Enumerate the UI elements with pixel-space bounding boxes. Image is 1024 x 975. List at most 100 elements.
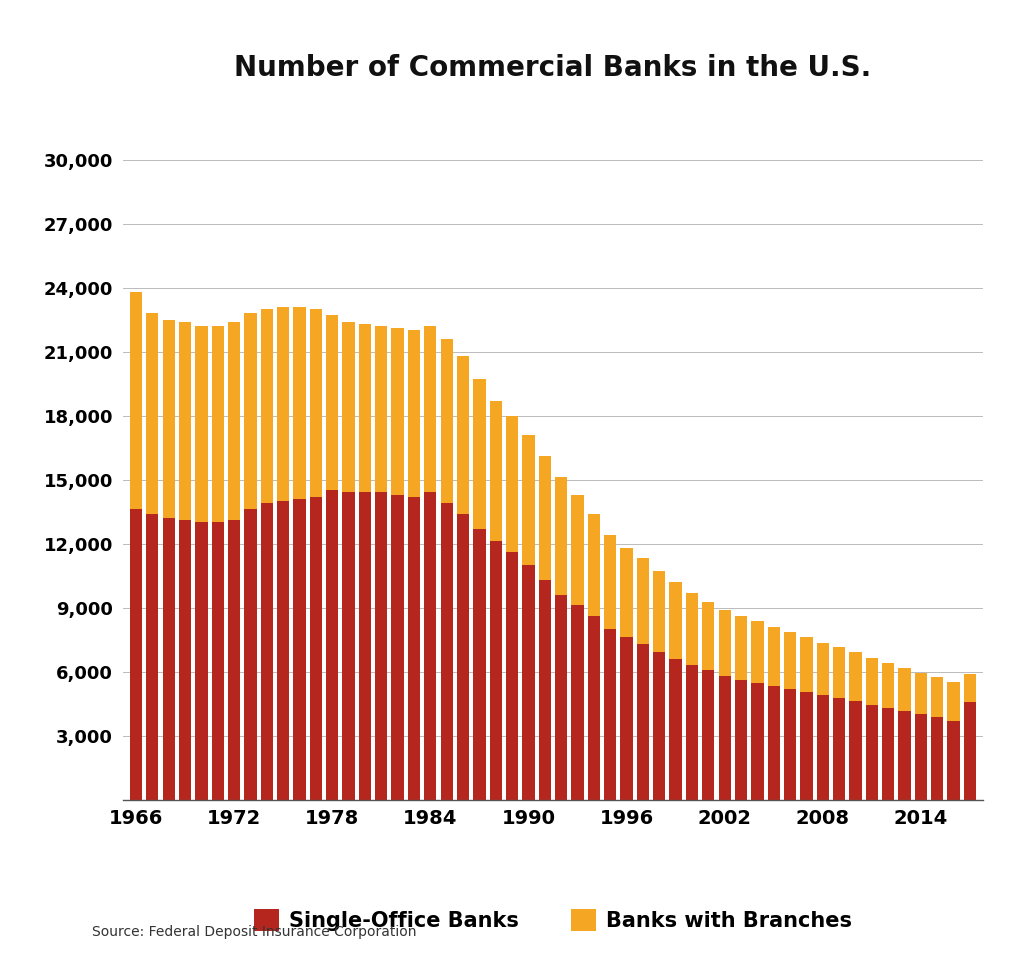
Bar: [342, 492, 354, 800]
Bar: [196, 326, 208, 523]
Bar: [588, 514, 600, 616]
Bar: [947, 682, 959, 721]
Bar: [865, 658, 878, 705]
Bar: [865, 705, 878, 799]
Bar: [179, 322, 191, 520]
Bar: [342, 322, 354, 492]
Bar: [637, 644, 649, 799]
Bar: [130, 292, 142, 510]
Bar: [506, 552, 518, 799]
Bar: [278, 501, 289, 800]
Bar: [735, 616, 748, 681]
Bar: [621, 638, 633, 799]
Bar: [473, 379, 485, 528]
Bar: [293, 499, 305, 800]
Bar: [457, 514, 469, 800]
Bar: [408, 331, 420, 496]
Bar: [914, 714, 927, 799]
Bar: [604, 535, 616, 629]
Bar: [588, 616, 600, 800]
Bar: [947, 721, 959, 800]
Bar: [375, 326, 387, 492]
Bar: [293, 307, 305, 499]
Bar: [686, 593, 698, 665]
Bar: [833, 698, 845, 800]
Bar: [489, 541, 502, 799]
Bar: [457, 356, 469, 514]
Bar: [882, 663, 894, 708]
Bar: [212, 326, 224, 523]
Bar: [931, 677, 943, 718]
Bar: [964, 702, 976, 800]
Bar: [130, 510, 142, 800]
Bar: [719, 609, 731, 676]
Bar: [702, 671, 715, 800]
Bar: [522, 435, 535, 565]
Bar: [604, 629, 616, 800]
Bar: [245, 510, 257, 800]
Bar: [212, 523, 224, 800]
Bar: [375, 492, 387, 800]
Bar: [358, 324, 371, 492]
Bar: [326, 315, 338, 490]
Bar: [228, 322, 241, 520]
Bar: [179, 520, 191, 800]
Text: Number of Commercial Banks in the U.S.: Number of Commercial Banks in the U.S.: [234, 55, 871, 82]
Bar: [833, 647, 845, 698]
Bar: [539, 580, 551, 800]
Bar: [686, 665, 698, 800]
Bar: [752, 683, 764, 799]
Bar: [245, 313, 257, 510]
Bar: [146, 313, 159, 514]
Bar: [506, 415, 518, 552]
Bar: [670, 582, 682, 659]
Bar: [898, 668, 910, 711]
Bar: [555, 595, 567, 800]
Bar: [278, 307, 289, 501]
Bar: [539, 456, 551, 580]
Bar: [801, 692, 813, 800]
Bar: [784, 688, 797, 799]
Bar: [817, 695, 828, 800]
Bar: [882, 708, 894, 800]
Bar: [473, 528, 485, 800]
Bar: [326, 490, 338, 800]
Bar: [653, 571, 666, 652]
Bar: [309, 496, 322, 800]
Bar: [768, 627, 780, 686]
Bar: [391, 494, 403, 800]
Bar: [424, 492, 436, 800]
Bar: [522, 565, 535, 800]
Bar: [571, 605, 584, 800]
Bar: [163, 518, 175, 800]
Bar: [817, 643, 828, 695]
Bar: [555, 478, 567, 595]
Bar: [440, 503, 453, 800]
Bar: [964, 674, 976, 702]
Bar: [163, 320, 175, 518]
Bar: [914, 673, 927, 714]
Bar: [752, 621, 764, 683]
Bar: [440, 339, 453, 503]
Bar: [228, 520, 241, 800]
Bar: [391, 329, 403, 494]
Bar: [489, 401, 502, 541]
Bar: [146, 514, 159, 800]
Bar: [261, 503, 273, 800]
Bar: [784, 632, 797, 688]
Legend: Single-Office Banks, Banks with Branches: Single-Office Banks, Banks with Branches: [245, 901, 861, 939]
Bar: [653, 652, 666, 800]
Bar: [358, 492, 371, 800]
Bar: [768, 686, 780, 800]
Bar: [196, 523, 208, 800]
Bar: [424, 326, 436, 492]
Bar: [801, 638, 813, 692]
Bar: [261, 309, 273, 503]
Bar: [931, 718, 943, 800]
Bar: [670, 659, 682, 800]
Bar: [702, 603, 715, 671]
Bar: [849, 652, 861, 701]
Bar: [621, 548, 633, 638]
Text: Source: Federal Deposit Insurance Corporation: Source: Federal Deposit Insurance Corpor…: [92, 925, 417, 939]
Bar: [719, 676, 731, 800]
